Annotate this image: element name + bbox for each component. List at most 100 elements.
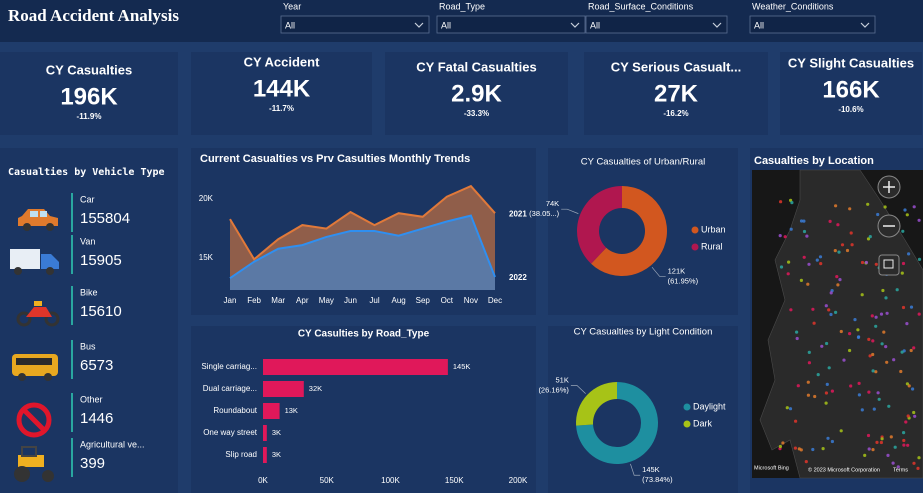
map-dot xyxy=(913,414,917,418)
donut-segment xyxy=(576,381,658,464)
map-dot xyxy=(829,312,833,317)
leader-line xyxy=(561,208,579,214)
vehicle-label: Car xyxy=(80,194,95,204)
map-dot xyxy=(884,345,888,349)
map-dot xyxy=(799,448,803,452)
leader-line xyxy=(630,463,641,476)
map-dot xyxy=(906,443,910,447)
bar xyxy=(263,403,280,419)
filter-slicer[interactable]: Road_Surface_Conditions All xyxy=(585,1,728,34)
map-dot xyxy=(886,453,890,457)
map-dot xyxy=(829,291,833,295)
legend-label: Urban xyxy=(701,224,726,234)
filter-dropdown[interactable] xyxy=(585,15,728,34)
map-dot xyxy=(806,380,810,384)
bar xyxy=(263,447,267,463)
map-dot xyxy=(787,260,791,264)
map-dot xyxy=(901,229,905,233)
x-tick-label: Nov xyxy=(464,296,478,305)
vehicle-label: Bus xyxy=(80,341,96,351)
data-label: 3K xyxy=(272,450,281,459)
map-dot xyxy=(901,305,906,310)
icon-shape xyxy=(18,209,58,226)
panel xyxy=(0,52,178,135)
map-dot xyxy=(905,322,909,326)
map-dot xyxy=(806,282,810,286)
icon-shape xyxy=(10,249,40,269)
leader-line xyxy=(651,266,666,277)
map-dot xyxy=(816,373,820,377)
map-dot xyxy=(860,293,864,297)
icon-shape xyxy=(18,455,44,467)
legend-swatch xyxy=(691,243,699,251)
map-dot xyxy=(821,447,825,451)
map-dot xyxy=(892,358,896,362)
dropdown-chevron xyxy=(860,22,870,28)
vehicle-value: 15610 xyxy=(80,303,122,320)
map-dot xyxy=(779,265,784,269)
kpi-change: -10.6% xyxy=(838,105,863,114)
panel xyxy=(385,52,568,135)
map-dot xyxy=(884,296,888,300)
map-dot xyxy=(786,272,790,276)
map-dot xyxy=(912,461,916,465)
map-dot xyxy=(818,255,823,259)
icon-shape xyxy=(21,407,47,433)
filter-dropdown[interactable] xyxy=(436,15,586,34)
map-dot xyxy=(807,350,811,354)
data-label: 145K xyxy=(642,465,660,474)
data-label: 51K xyxy=(556,375,569,384)
vehicle-panel-title: Casualties by Vehicle Type xyxy=(8,166,165,178)
map-dot xyxy=(779,200,783,204)
map-dot xyxy=(857,381,861,385)
map-dot xyxy=(802,229,807,234)
map-dot xyxy=(867,390,871,394)
data-label: 3K xyxy=(272,428,281,437)
map-dot xyxy=(802,255,806,259)
filter-slicer[interactable]: Road_Type All xyxy=(436,1,586,34)
filter-slicer[interactable]: Year All xyxy=(280,1,430,34)
data-label: 74K xyxy=(546,199,559,208)
donut-segment xyxy=(591,186,668,276)
panel xyxy=(191,52,372,135)
map-dot xyxy=(896,465,900,469)
map-dot xyxy=(900,350,904,354)
x-tick-label: 100K xyxy=(381,476,400,485)
map-dot xyxy=(874,324,878,328)
map-dot xyxy=(863,453,867,457)
map-dot xyxy=(839,329,843,334)
map-terms[interactable]: Terms xyxy=(893,467,908,473)
y-tick-label: Single carriag... xyxy=(201,362,257,371)
y-tick-label: One way street xyxy=(203,428,258,437)
filter-dropdown[interactable] xyxy=(749,15,876,34)
map-logo: Microsoft Bing xyxy=(754,465,789,471)
map-dot xyxy=(902,443,906,447)
map-dot xyxy=(900,271,904,275)
map-dot xyxy=(902,431,906,435)
vehicle-value: 155804 xyxy=(80,210,130,227)
filter-dropdown[interactable] xyxy=(280,15,430,34)
vehicle-value: 399 xyxy=(80,455,105,472)
map-dot xyxy=(904,420,908,424)
filter-slicer[interactable]: Weather_Conditions All xyxy=(749,1,876,34)
map-dot xyxy=(876,391,880,395)
kpi-label: CY Slight Casualties xyxy=(788,55,914,70)
map-dot xyxy=(838,278,842,282)
panel xyxy=(780,52,922,135)
x-tick-label: Aug xyxy=(392,296,406,305)
map-dot xyxy=(833,249,837,253)
map-dot xyxy=(793,446,798,450)
icon-shape xyxy=(21,446,37,457)
bar xyxy=(263,381,304,397)
panel xyxy=(584,52,768,135)
vehicle-icon xyxy=(10,249,59,275)
x-tick-label: Jan xyxy=(224,296,237,305)
icon-shape xyxy=(16,402,52,438)
bar xyxy=(263,359,448,375)
map-dot xyxy=(830,439,835,444)
map-dot xyxy=(917,456,921,460)
map-title: Casualties by Location xyxy=(754,155,874,167)
map-select-glyph xyxy=(883,259,894,269)
map-select-button[interactable] xyxy=(878,254,900,276)
map-dot xyxy=(874,262,878,266)
